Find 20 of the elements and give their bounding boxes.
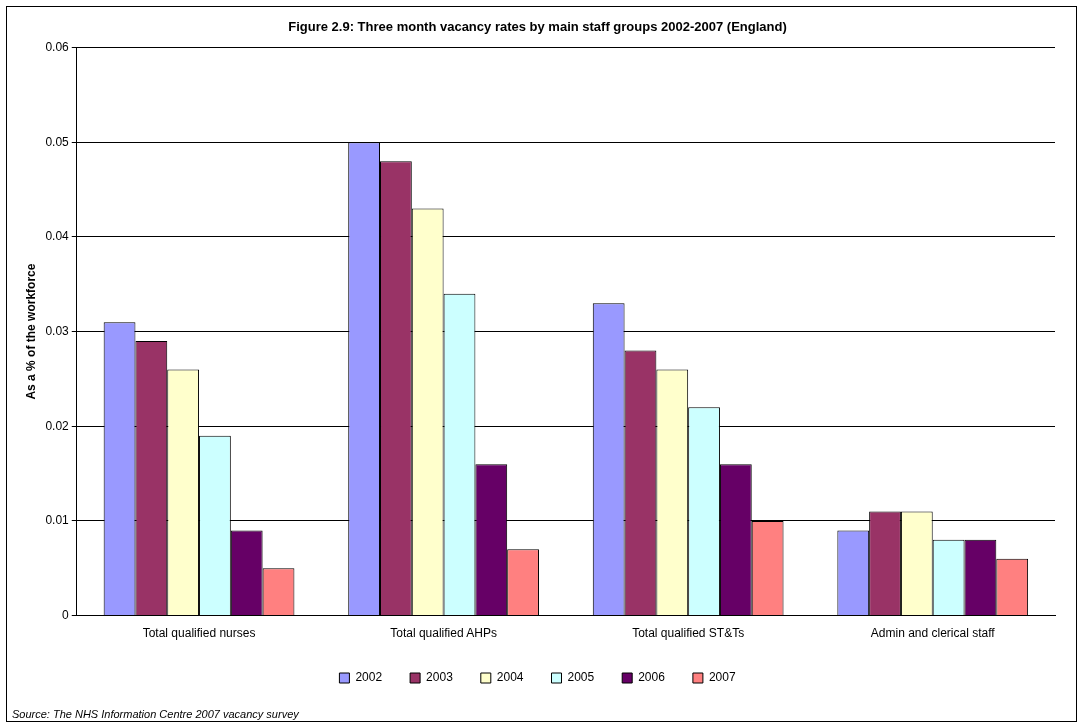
x-tick-label: Admin and clerical staff — [870, 626, 996, 641]
legend-label: 2004 — [496, 670, 524, 685]
y-tick-label: 0.02 — [45, 418, 70, 433]
y-tick-label: 0.01 — [45, 513, 70, 528]
legend-label: 2007 — [708, 670, 736, 685]
legend-label: 2006 — [638, 670, 666, 685]
x-tick-label: Total qualified nurses — [142, 626, 256, 641]
y-tick-label: 0.05 — [45, 134, 70, 149]
y-axis-title: As a % of the workforce — [23, 263, 38, 400]
source-note: Source: The NHS Information Centre 2007 vacancy survey — [12, 707, 301, 720]
x-tick-label: Total qualified ST&Ts — [632, 626, 745, 641]
legend-label: 2005 — [567, 670, 595, 685]
legend-label: 2003 — [426, 670, 454, 685]
y-tick-label: 0.03 — [45, 323, 70, 338]
chart-title: Figure 2.9: Three month vacancy rates by main staff groups 2002-2007 (England) — [288, 19, 787, 35]
y-tick-label: 0.04 — [45, 229, 70, 244]
x-tick-label: Total qualified AHPs — [390, 626, 497, 641]
y-tick-label: 0.06 — [45, 39, 70, 54]
y-tick-label: 0 — [62, 607, 70, 622]
legend-label: 2002 — [355, 670, 383, 685]
